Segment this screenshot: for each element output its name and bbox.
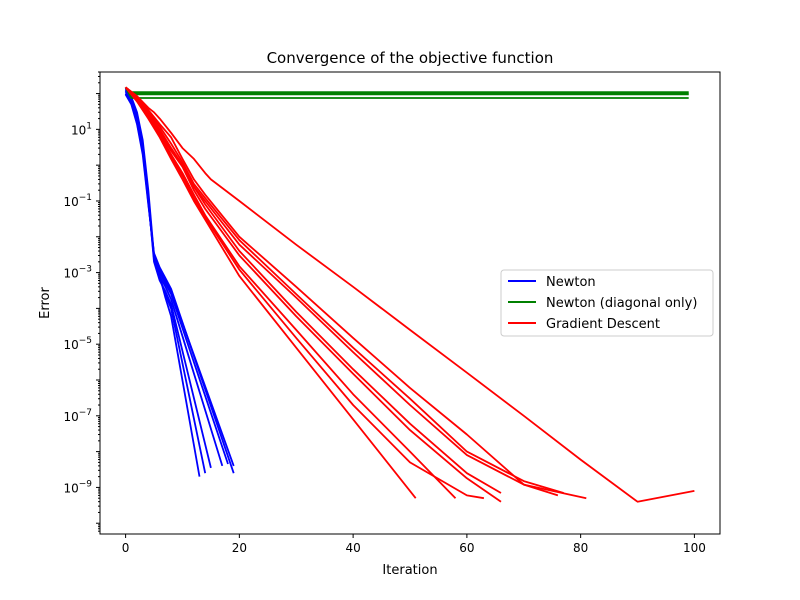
x-tick-label: 20: [232, 541, 247, 555]
x-tick-label: 0: [122, 541, 130, 555]
y-tick-label: 10−3: [63, 265, 92, 281]
x-tick-label: 100: [683, 541, 706, 555]
x-tick-label: 80: [573, 541, 588, 555]
x-axis-label: Iteration: [382, 563, 437, 578]
series-line-13: [124, 86, 564, 494]
y-tick-label: 10−9: [63, 479, 92, 495]
legend-label: Newton (diagonal only): [546, 296, 697, 311]
y-axis-ticks: 10−9 10−7 10−5 10−3 10−1 101: [63, 71, 100, 532]
chart-title: Convergence of the objective function: [267, 49, 554, 67]
plot-area-frame: [99, 71, 721, 535]
legend: Newton Newton (diagonal only) Gradient Des…: [500, 269, 714, 337]
legend-label: Newton: [546, 275, 596, 290]
y-axis-label: Error: [38, 287, 53, 319]
y-tick-label: 101: [71, 121, 92, 137]
x-tick-label: 40: [345, 541, 360, 555]
y-tick-label: 10−5: [63, 336, 92, 352]
y-tick-label: 10−1: [63, 193, 92, 209]
series-line-6: [124, 93, 235, 474]
legend-box: [500, 269, 714, 337]
y-tick-label: 10−7: [63, 408, 92, 424]
series-line-12: [125, 86, 587, 500]
series-line-11: [125, 86, 695, 503]
legend-label: Gradient Descent: [546, 317, 660, 332]
series-line-14: [124, 86, 559, 497]
series-line-19: [124, 86, 485, 500]
x-axis-ticks: 0 20 40 60 80 100: [122, 534, 706, 555]
x-tick-label: 60: [459, 541, 474, 555]
plot-lines: [124, 86, 695, 503]
